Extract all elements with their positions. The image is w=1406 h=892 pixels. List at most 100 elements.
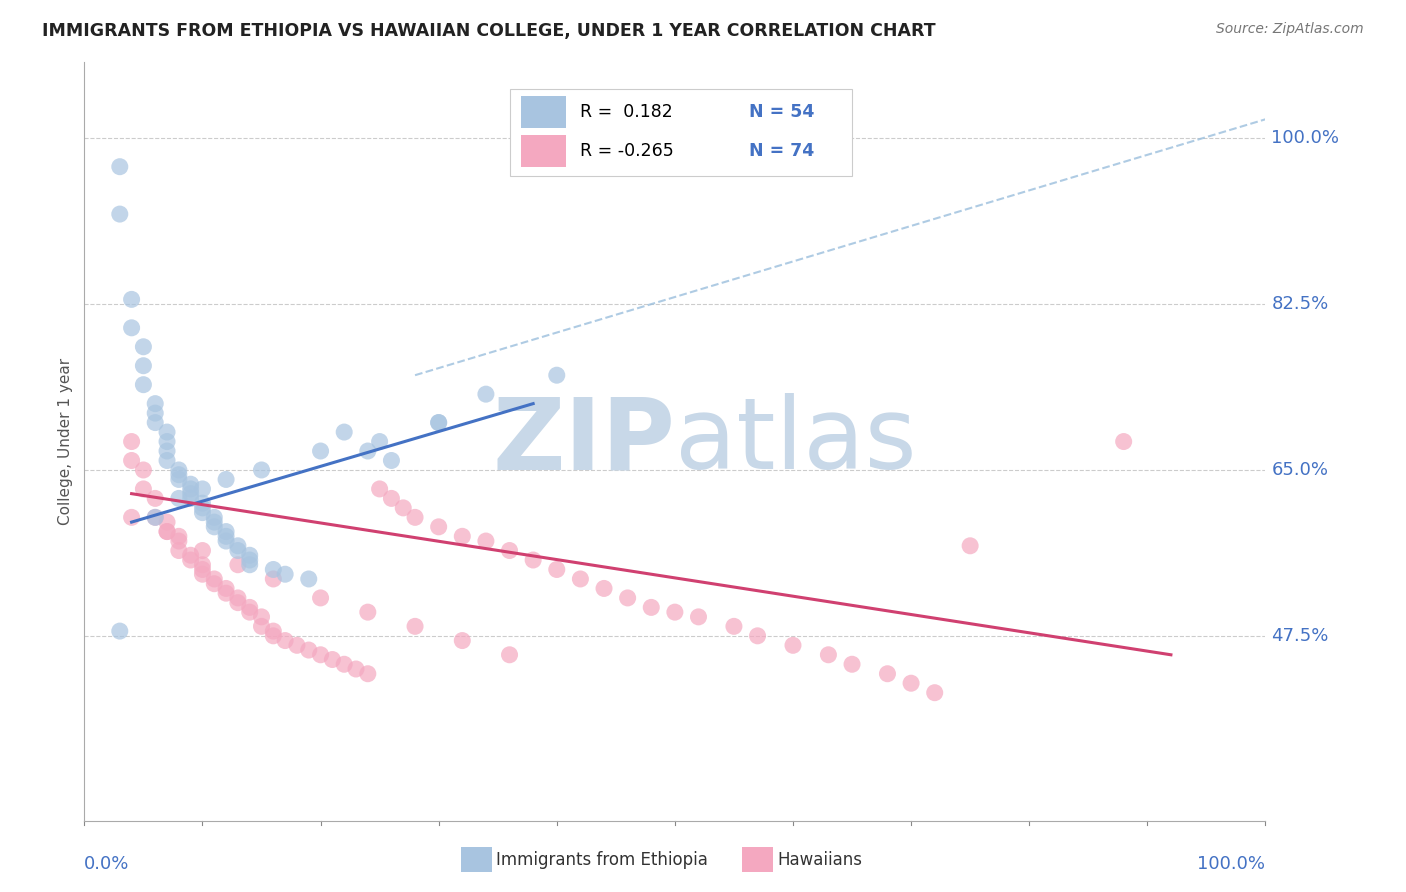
Point (143, 491, 166, 506)
Text: 65.0%: 65.0% (1271, 461, 1329, 479)
Text: ZIP: ZIP (492, 393, 675, 490)
Point (688, 610, 710, 624)
Point (156, 515, 179, 529)
Point (108, 160, 131, 174)
Point (309, 444, 332, 458)
Point (239, 605, 262, 619)
Point (404, 510, 426, 524)
Point (640, 600, 662, 615)
Point (344, 662, 367, 676)
Point (132, 463, 155, 477)
FancyBboxPatch shape (522, 136, 567, 167)
Point (132, 359, 155, 373)
Point (333, 657, 356, 672)
Point (191, 496, 214, 510)
Point (368, 482, 391, 496)
Point (380, 491, 402, 506)
Point (357, 666, 380, 681)
Point (215, 586, 238, 600)
Point (817, 648, 839, 662)
Point (215, 473, 238, 487)
Point (226, 591, 249, 605)
Point (522, 553, 544, 567)
Point (451, 529, 474, 543)
Point (180, 548, 202, 563)
Point (959, 539, 981, 553)
Point (747, 629, 769, 643)
Point (132, 377, 155, 392)
Point (191, 482, 214, 496)
Text: 82.5%: 82.5% (1271, 295, 1329, 313)
Point (121, 453, 143, 467)
Point (321, 652, 343, 666)
Point (202, 576, 225, 591)
Point (180, 491, 202, 506)
Point (226, 543, 249, 558)
Point (876, 666, 898, 681)
Point (202, 510, 225, 524)
Point (121, 293, 143, 307)
Point (616, 591, 638, 605)
Point (215, 582, 238, 596)
Point (191, 558, 214, 572)
Point (167, 529, 190, 543)
Point (180, 553, 202, 567)
Point (108, 207, 131, 221)
Point (191, 567, 214, 582)
FancyBboxPatch shape (522, 95, 567, 128)
Point (239, 600, 262, 615)
Point (841, 657, 863, 672)
Point (226, 539, 249, 553)
Point (900, 676, 922, 690)
Point (309, 591, 332, 605)
Point (250, 610, 273, 624)
Point (298, 572, 321, 586)
Point (180, 486, 202, 500)
Point (298, 643, 321, 657)
Point (274, 567, 297, 582)
Text: atlas: atlas (675, 393, 917, 490)
Text: Hawaiians: Hawaiians (778, 851, 862, 869)
Point (167, 534, 190, 549)
Point (1112, 434, 1135, 449)
Point (475, 534, 498, 549)
Point (180, 482, 202, 496)
Point (121, 434, 143, 449)
Point (202, 520, 225, 534)
Point (191, 500, 214, 515)
Text: R =  0.182: R = 0.182 (581, 103, 673, 120)
Point (357, 605, 380, 619)
Point (143, 406, 166, 420)
Point (191, 562, 214, 576)
Text: R = -0.265: R = -0.265 (581, 142, 673, 161)
Point (156, 524, 179, 539)
Point (167, 467, 190, 482)
Point (593, 582, 616, 596)
Point (262, 562, 284, 576)
Point (121, 321, 143, 335)
Point (167, 491, 190, 506)
Point (427, 416, 450, 430)
Point (202, 572, 225, 586)
Point (380, 453, 402, 467)
Point (250, 463, 273, 477)
Point (132, 340, 155, 354)
Point (664, 605, 686, 619)
FancyBboxPatch shape (509, 89, 852, 177)
Point (143, 416, 166, 430)
Text: N = 74: N = 74 (749, 142, 814, 161)
Text: IMMIGRANTS FROM ETHIOPIA VS HAWAIIAN COLLEGE, UNDER 1 YEAR CORRELATION CHART: IMMIGRANTS FROM ETHIOPIA VS HAWAIIAN COL… (42, 22, 936, 40)
Point (368, 434, 391, 449)
Point (167, 473, 190, 487)
Point (191, 506, 214, 520)
Text: 100.0%: 100.0% (1271, 129, 1340, 147)
Point (546, 562, 568, 576)
Text: Source: ZipAtlas.com: Source: ZipAtlas.com (1216, 22, 1364, 37)
Point (156, 444, 179, 458)
Point (202, 515, 225, 529)
Text: 100.0%: 100.0% (1198, 855, 1265, 872)
Point (569, 572, 592, 586)
Point (215, 529, 238, 543)
Point (156, 434, 179, 449)
Y-axis label: College, Under 1 year: College, Under 1 year (58, 358, 73, 525)
